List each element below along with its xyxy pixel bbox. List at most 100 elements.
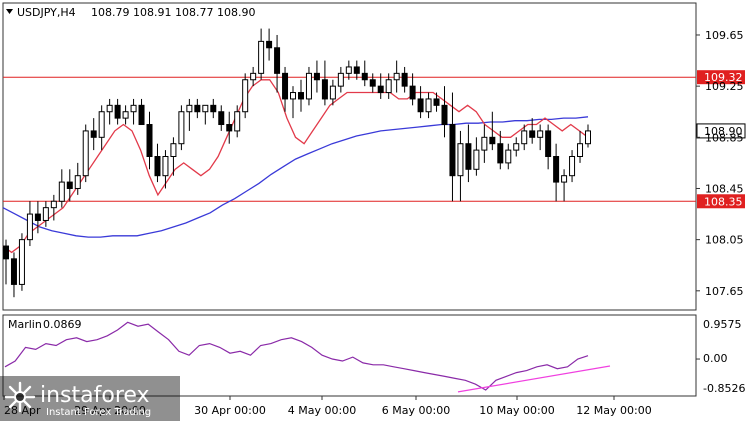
candle-body xyxy=(425,98,432,113)
candle-body xyxy=(258,40,265,74)
candle-body xyxy=(345,66,352,74)
candle-body xyxy=(114,104,121,119)
indicator-tick-top: 0.9575 xyxy=(703,318,742,331)
symbol-dropdown-icon[interactable] xyxy=(6,9,13,14)
level-tag xyxy=(697,70,745,85)
candle-body xyxy=(274,47,281,74)
divergence-line[interactable] xyxy=(457,365,611,393)
time-tick-label: 4 May 00:00 xyxy=(288,404,356,417)
candle-body xyxy=(226,124,233,132)
indicator-panel xyxy=(2,314,697,397)
price-tick-label: 108.85 xyxy=(705,131,744,144)
candle-body xyxy=(266,40,273,49)
candle-body xyxy=(74,175,81,189)
symbol-label: USDJPY,H4 xyxy=(17,6,76,19)
candle-body xyxy=(553,156,560,183)
candle-body xyxy=(242,79,249,113)
candle-body xyxy=(529,130,536,138)
candle-body xyxy=(473,149,480,170)
candle-body xyxy=(130,104,137,113)
price-tick-label: 109.25 xyxy=(705,80,744,93)
time-tick-label: 12 May 00:00 xyxy=(576,404,651,417)
candle-body xyxy=(433,98,440,106)
candle-body xyxy=(441,104,448,126)
time-tick-label: 30 Apr 00:00 xyxy=(194,404,266,417)
candle-body xyxy=(234,111,241,132)
candle-body xyxy=(297,92,304,100)
candle-body xyxy=(465,143,472,170)
candle-body xyxy=(321,79,328,100)
candle-body xyxy=(313,72,320,81)
candle-body xyxy=(154,156,161,177)
candle-body xyxy=(513,143,520,151)
price-tick-label: 107.65 xyxy=(705,285,744,298)
candle-body xyxy=(34,213,41,221)
candle-body xyxy=(521,130,528,145)
candle-body xyxy=(409,85,416,100)
candle-body xyxy=(250,72,257,81)
candle-body xyxy=(146,124,153,158)
candle-body xyxy=(210,104,217,113)
oscillator-line xyxy=(4,321,589,391)
candle-body xyxy=(290,92,297,100)
candle-body xyxy=(401,72,408,87)
ma-fast-line xyxy=(2,79,589,254)
level-tag xyxy=(697,194,745,209)
candle-body xyxy=(98,111,105,138)
candle-body xyxy=(3,245,9,260)
level-tag-label: 109.32 xyxy=(704,71,743,84)
candle-body xyxy=(329,85,336,100)
candle-body xyxy=(585,130,591,145)
candle-body xyxy=(138,104,145,126)
candle-body xyxy=(449,124,456,177)
candle-body xyxy=(481,136,488,151)
price-tick-label: 109.65 xyxy=(705,29,744,42)
price-panel xyxy=(2,2,697,311)
current-price-tag xyxy=(696,123,746,139)
candle-body xyxy=(202,104,209,113)
candle-body xyxy=(489,136,496,145)
watermark-tagline: Instant Forex Trading xyxy=(46,407,151,418)
candle-body xyxy=(505,149,512,164)
candle-body xyxy=(305,72,312,100)
indicator-tick-bottom: -0.8526 xyxy=(703,382,745,395)
candle-body xyxy=(90,130,97,138)
watermark-brand: instaforex xyxy=(40,383,150,408)
price-tick-label: 108.05 xyxy=(705,234,744,247)
candle-body xyxy=(122,111,129,119)
candle-body xyxy=(66,181,73,189)
ohlc-readout: 108.79 108.91 108.77 108.90 xyxy=(91,6,255,19)
indicator-name: Marlin xyxy=(8,318,42,331)
candle-body xyxy=(385,79,392,94)
candle-body xyxy=(457,143,464,177)
candle-body xyxy=(393,72,400,81)
ma-slow-line xyxy=(2,116,589,238)
candle-body xyxy=(26,213,33,241)
candle-body xyxy=(337,72,344,87)
candle-body xyxy=(218,111,225,126)
candle-body xyxy=(569,156,576,177)
candle-body xyxy=(369,79,376,87)
candle-body xyxy=(186,104,193,113)
candle-body xyxy=(353,66,360,74)
indicator-tick-mid: 0.00 xyxy=(703,352,728,365)
candle-body xyxy=(194,104,201,113)
candle-body xyxy=(82,130,89,177)
watermark-logo xyxy=(0,376,180,421)
candle-body xyxy=(282,72,289,100)
candle-body xyxy=(50,200,57,209)
level-tag-label: 108.35 xyxy=(704,195,743,208)
time-tick-label: 28 Apr xyxy=(4,404,41,417)
candle-body xyxy=(561,175,568,183)
candle-body xyxy=(18,239,25,285)
candle-body xyxy=(361,72,368,81)
time-tick-label: 6 May 00:00 xyxy=(382,404,450,417)
candle-body xyxy=(170,143,177,157)
candle-body xyxy=(417,98,424,113)
indicator-value: 0.0869 xyxy=(43,318,82,331)
price-tick-label: 108.45 xyxy=(705,182,744,195)
candle-body xyxy=(58,181,65,202)
candle-body xyxy=(106,104,113,113)
candle-body xyxy=(42,207,49,221)
